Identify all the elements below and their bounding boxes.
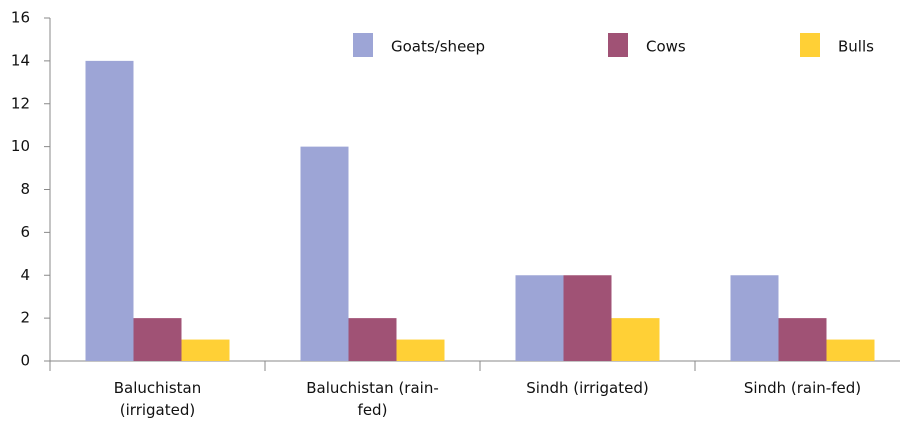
y-tick-label: 4 [20, 266, 30, 284]
bar [730, 275, 779, 361]
x-tick-label: Baluchistan (irrigated) [113, 379, 202, 419]
legend-swatch [800, 33, 820, 57]
bar [778, 318, 827, 361]
x-tick-label: Baluchistan (rain-fed) [306, 379, 439, 419]
y-tick-label: 0 [20, 352, 30, 370]
bar [396, 339, 445, 361]
bar [85, 60, 134, 361]
x-tick-label: Sindh (rain-fed) [743, 379, 862, 397]
bar [563, 275, 612, 361]
bar [181, 339, 230, 361]
y-tick-label: 6 [20, 223, 30, 241]
legend-label: Bulls [838, 38, 874, 56]
y-tick-label: 2 [20, 309, 30, 327]
y-tick-label: 14 [11, 51, 30, 69]
bar [515, 275, 564, 361]
legend-label: Goats/sheep [391, 38, 485, 56]
legend-label: Cows [646, 38, 686, 56]
legend-swatch [353, 33, 373, 57]
y-tick-label: 10 [11, 137, 30, 155]
bar [300, 146, 349, 361]
bar [611, 318, 660, 361]
y-tick-label: 8 [20, 180, 30, 198]
y-tick-label: 12 [11, 94, 30, 112]
y-tick-label: 16 [11, 9, 30, 27]
legend-swatch [608, 33, 628, 57]
x-tick-label: Sindh (irrigated) [526, 379, 649, 397]
bar [826, 339, 875, 361]
bar [133, 318, 182, 361]
bar [348, 318, 397, 361]
